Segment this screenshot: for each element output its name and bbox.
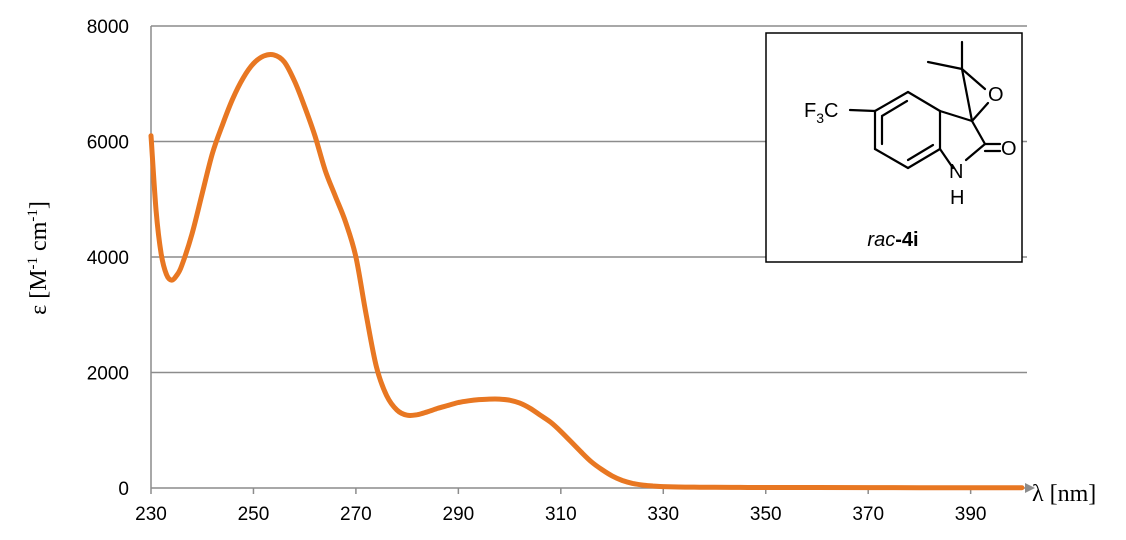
atom-label-O-epoxide: O <box>988 84 1004 106</box>
y-axis-title-mid: cm <box>26 221 52 257</box>
x-tick-label-370: 370 <box>852 504 884 525</box>
x-axis-title: λ [nm] <box>1032 481 1096 507</box>
compound-label: rac-4i <box>867 229 918 251</box>
atom-label-F-subscript: 3 <box>816 110 824 126</box>
atom-label-O-carbonyl: O <box>1001 138 1017 160</box>
y-axis-title-prefix: ε [M <box>26 269 52 314</box>
y-axis-title: ε [M-1 cm-1] <box>25 201 52 315</box>
y-tick-labels: 0 2000 4000 6000 8000 <box>87 17 129 500</box>
molecule-structure <box>848 40 1002 170</box>
x-tick-label-310: 310 <box>545 504 577 525</box>
y-axis-title-suffix: ] <box>26 201 52 209</box>
compound-label-id: -4i <box>895 229 918 251</box>
atom-label-H: H <box>950 187 964 209</box>
y-axis-title-sup2: -1 <box>25 209 41 222</box>
atom-label-F: F <box>804 100 816 122</box>
x-axis-arrowhead <box>1025 483 1035 493</box>
y-tick-label-0: 0 <box>118 479 129 500</box>
atom-label-N: N <box>949 161 963 183</box>
x-tick-label-230: 230 <box>135 504 167 525</box>
x-tick-label-330: 330 <box>647 504 679 525</box>
y-tick-label-4000: 4000 <box>87 248 129 269</box>
x-tick-labels: 230 250 270 290 310 330 350 370 390 <box>135 504 986 525</box>
x-tick-label-270: 270 <box>340 504 372 525</box>
x-tick-label-350: 350 <box>750 504 782 525</box>
x-tick-label-290: 290 <box>443 504 475 525</box>
y-axis-title-sup1: -1 <box>25 257 41 270</box>
inset-frame <box>765 32 1023 263</box>
y-tick-label-8000: 8000 <box>87 17 129 38</box>
x-tick-label-390: 390 <box>955 504 987 525</box>
y-tick-label-6000: 6000 <box>87 133 129 154</box>
atom-label-CF3: F3C <box>804 100 838 126</box>
compound-label-prefix: rac <box>867 229 895 251</box>
atom-label-C: C <box>824 100 838 122</box>
structure-inset: O O N H F3C rac-4i <box>765 32 1023 263</box>
x-tick-label-250: 250 <box>238 504 270 525</box>
y-tick-label-2000: 2000 <box>87 364 129 385</box>
absorption-curve <box>148 51 1025 491</box>
